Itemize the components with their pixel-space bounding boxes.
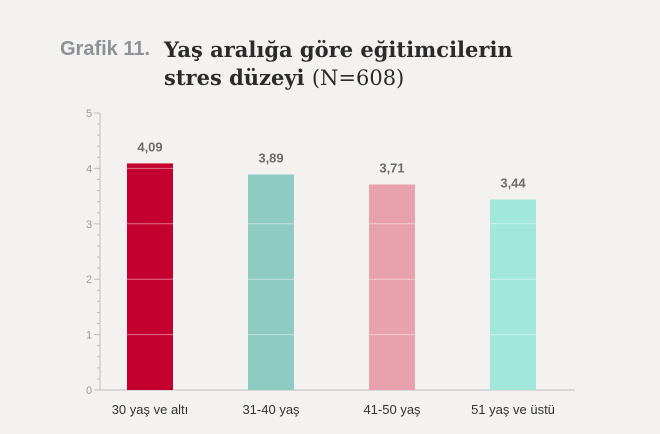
y-tick-label: 0 — [86, 385, 92, 397]
y-tick-label: 5 — [86, 108, 92, 120]
title-line-2: stres düzeyi (N=608) — [164, 64, 513, 92]
chart-number: Grafik 11. — [60, 38, 151, 60]
x-tick-label: 51 yaş ve üstü — [471, 402, 555, 417]
y-tick-label: 3 — [86, 219, 92, 231]
bar — [248, 174, 294, 390]
y-tick-label: 1 — [86, 330, 92, 342]
x-tick-label: 41-50 yaş — [363, 402, 421, 417]
labels: 4,09 30 yaş ve altı 3,89 31-40 yaş 3,71 41-50… — [112, 139, 555, 417]
bar — [490, 199, 536, 390]
bar — [369, 184, 415, 390]
chart-title-text: Yaş aralığa göre eğitimcilerin stres düz… — [164, 36, 513, 92]
bars — [127, 163, 536, 390]
data-label: 3,44 — [500, 175, 526, 190]
sample-size: (N=608) — [311, 66, 405, 90]
title-line-2-text: stres düzeyi — [164, 65, 305, 90]
title-line-1: Yaş aralığa göre eğitimcilerin — [164, 37, 513, 62]
x-tick-label: 30 yaş ve altı — [112, 402, 189, 417]
data-label: 3,89 — [258, 150, 283, 165]
y-tick-label: 2 — [86, 274, 92, 286]
data-label: 3,71 — [379, 160, 404, 175]
data-label: 4,09 — [137, 139, 162, 154]
bar — [127, 163, 173, 390]
x-tick-label: 31-40 yaş — [242, 402, 300, 417]
y-tick-label: 4 — [86, 163, 92, 175]
